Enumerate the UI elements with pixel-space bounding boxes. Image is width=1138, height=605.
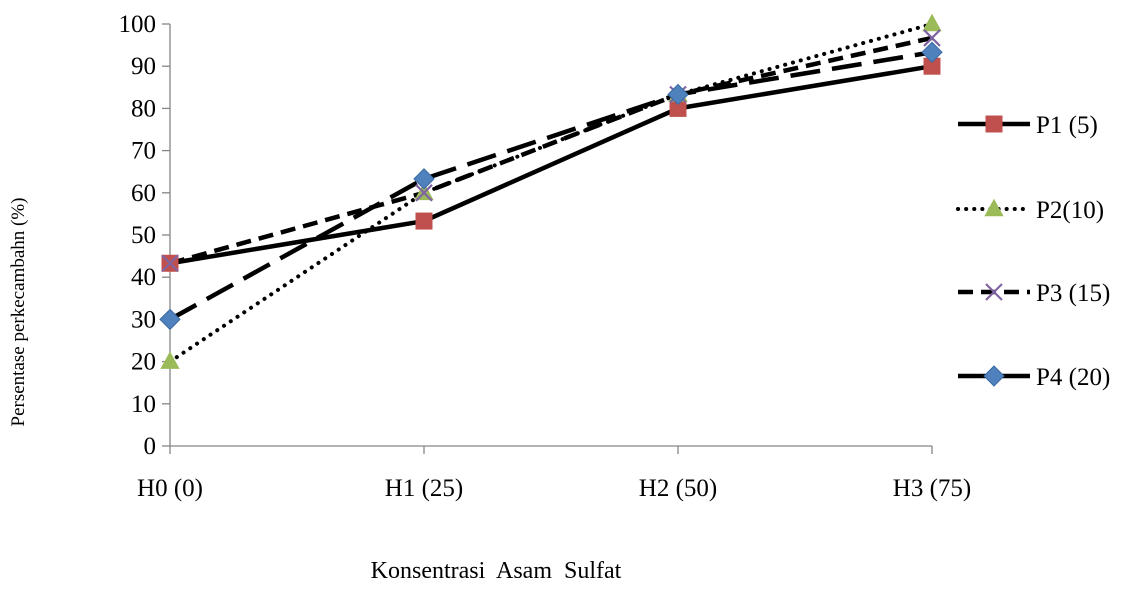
legend-item: P1 (5) (958, 112, 1098, 139)
x-tick-label: H1 (25) (385, 475, 463, 502)
y-tick-label: 100 (119, 11, 157, 38)
x-tick-label: H3 (75) (893, 475, 971, 502)
series-line (168, 50, 933, 322)
x-tick-label: H2 (50) (639, 475, 717, 502)
series-line (169, 35, 933, 266)
legend-marker (985, 115, 1003, 133)
series-markers (159, 13, 943, 369)
data-point (922, 13, 942, 32)
y-tick-label: 30 (131, 306, 156, 333)
x-tick-label: H0 (0) (137, 475, 203, 502)
x-axis-title: Konsentrasi Asam Sulfat (371, 558, 622, 584)
x-ticks: H0 (0) H1 (25) H2 (50) H3 (75) (137, 446, 971, 502)
legend-label: P2(10) (1036, 197, 1104, 224)
legend-item: P4 (20) (958, 364, 1110, 391)
legend-item: P3 (15) (958, 280, 1110, 307)
legend-marker (985, 283, 1003, 301)
data-point (159, 308, 181, 331)
y-axis-title: Persentase perkecambahn (%) (8, 198, 29, 427)
legend-label: P4 (20) (1036, 364, 1110, 391)
legend-item: P2(10) (956, 197, 1104, 224)
legend-label: P3 (15) (1036, 280, 1110, 307)
y-tick-label: 40 (131, 264, 156, 291)
data-point (413, 168, 435, 190)
series-line (169, 63, 933, 266)
data-point (667, 83, 689, 106)
axes: 0 10 20 30 40 50 60 70 80 90 100 H0 (0) H1 (25) H2 (… (119, 11, 972, 502)
data-point (921, 41, 943, 63)
legend: P1 (5) P2(10) P3 (15) P4 (20) (956, 112, 1110, 391)
series-lines (168, 22, 934, 364)
data-point (923, 29, 941, 47)
y-tick-label: 70 (131, 138, 156, 165)
y-tick-label: 20 (131, 349, 156, 376)
y-ticks: 0 10 20 30 40 50 60 70 80 90 100 (119, 11, 170, 460)
y-tick-label: 10 (131, 391, 156, 418)
series-line (168, 22, 934, 364)
y-tick-label: 90 (131, 53, 156, 80)
legend-label: P1 (5) (1036, 112, 1098, 139)
y-tick-label: 80 (131, 95, 156, 122)
data-point (415, 212, 433, 230)
legend-marker (984, 198, 1004, 217)
data-point (160, 351, 180, 369)
data-point (161, 254, 179, 273)
y-tick-label: 0 (144, 433, 157, 460)
legend-marker (983, 365, 1005, 387)
data-point (415, 184, 433, 202)
y-tick-label: 60 (131, 180, 156, 207)
y-tick-label: 50 (131, 222, 156, 249)
